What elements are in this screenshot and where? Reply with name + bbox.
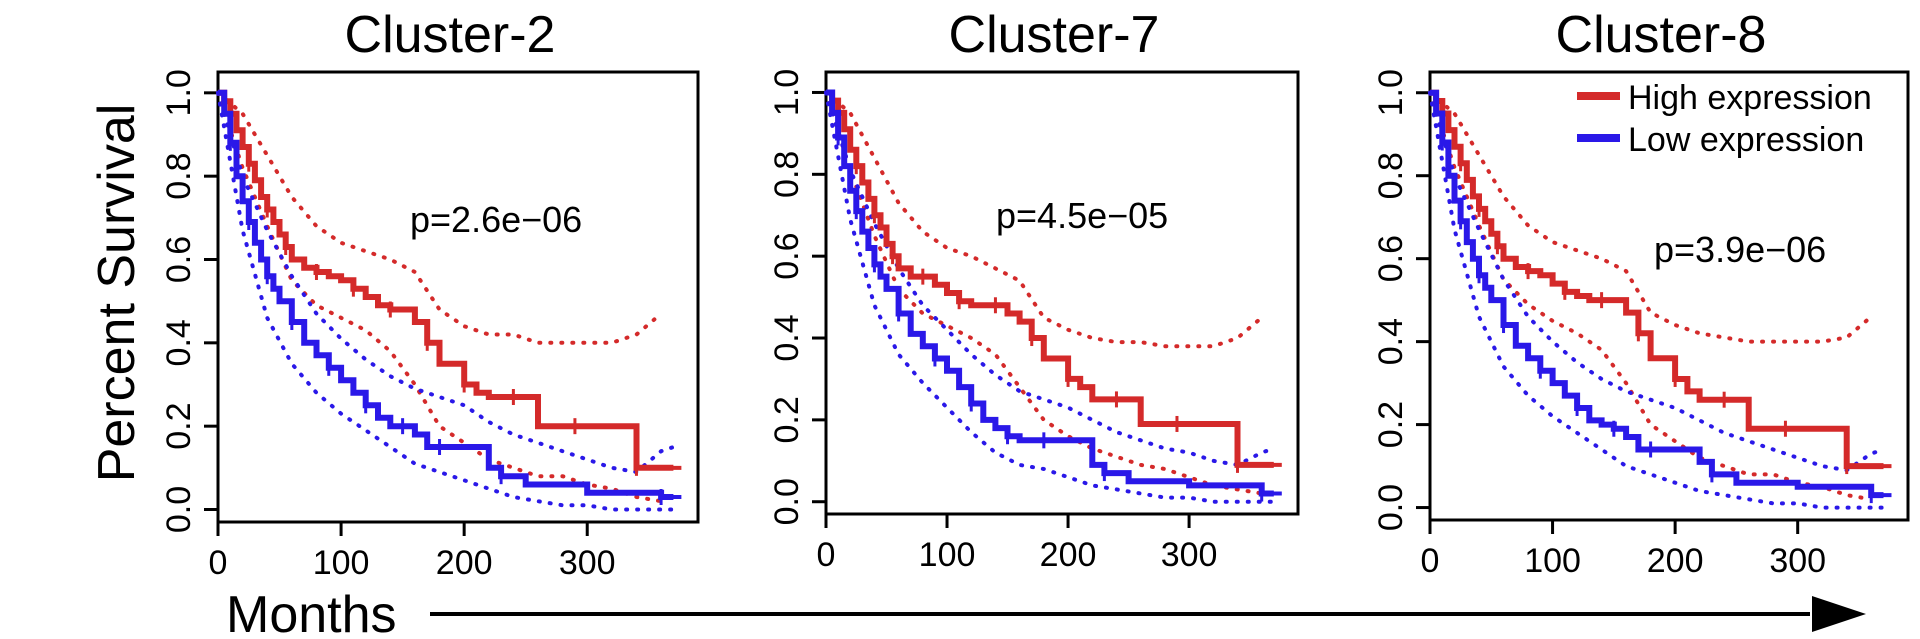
y-tick-label: 0.8 [768,151,806,198]
y-tick-label: 0.6 [768,233,806,280]
y-tick-label: 0.0 [768,478,806,525]
survival-curve-low [826,89,1274,497]
plot-frame [1428,70,1910,522]
x-tick-label: 300 [559,544,616,582]
survival-curve-high [218,89,674,471]
panels: Cluster-2 0 100 200 300 0.0 0.2 0.4 0.6 0.8 1.0 p=2… [160,6,1910,582]
x-tick-label: 100 [313,544,370,582]
plot-frame [824,70,1300,516]
y-tick-label: 0.8 [1372,152,1410,199]
ci-lower-low [824,90,1276,504]
p-value: p=4.5e−05 [996,195,1168,236]
legend-high-label: High expression [1628,79,1872,117]
y-tick-label: 0.8 [160,153,198,200]
panel-title: Cluster-8 [1556,6,1767,64]
x-tick-label: 300 [1769,542,1826,580]
ci-upper-high [824,90,1264,349]
y-axis-label: Percent Survival [88,104,146,483]
panel-cluster-8: Cluster-8 0 100 200 300 0.0 0.2 0.4 0.6 0.8 1.0 p=3… [1372,6,1910,580]
panel-cluster-2: Cluster-2 0 100 200 300 0.0 0.2 0.4 0.6 0.8 1.0 p=2… [160,6,700,582]
x-tick-label: 0 [209,544,228,582]
x-tick-label: 0 [817,536,836,574]
y-tick-label: 0.0 [1372,484,1410,531]
ci-upper-high [216,90,664,345]
x-tick-label: 300 [1161,536,1218,574]
y-tick-label: 1.0 [160,69,198,116]
y-tick-label: 0.0 [160,486,198,533]
ci-upper-high [1428,90,1874,344]
x-tick-label: 0 [1421,542,1440,580]
ci-upper-low [824,90,1276,467]
y-tick-label: 0.4 [160,319,198,366]
survival-curve-high [826,89,1274,468]
ci-upper-low [216,90,676,475]
y-tick-label: 0.4 [1372,318,1410,365]
x-tick-label: 100 [1524,542,1581,580]
y-tick-label: 0.4 [768,314,806,361]
x-axis-label: Months [226,586,397,639]
y-tick-label: 0.2 [768,396,806,443]
survival-curve-low [1430,89,1884,499]
ci-upper-low [1428,90,1886,473]
y-tick-label: 0.2 [1372,401,1410,448]
panel-cluster-7: Cluster-7 0 100 200 300 0.0 0.2 0.4 0.6 0.8 1.0 p=4… [768,6,1300,574]
y-tick-label: 0.2 [160,403,198,450]
months-arrow-head [1812,596,1866,632]
x-tick-label: 100 [919,536,976,574]
y-tick-label: 1.0 [768,69,806,116]
survival-curve-high [1430,89,1884,470]
y-tick-label: 0.6 [160,236,198,283]
x-tick-label: 200 [436,544,493,582]
p-value: p=3.9e−06 [1654,229,1826,270]
legend-low-label: Low expression [1628,121,1864,159]
panel-title: Cluster-2 [345,6,556,64]
y-tick-label: 1.0 [1372,69,1410,116]
plot-frame [216,70,700,524]
panel-title: Cluster-7 [949,6,1160,64]
survival-curve-low [218,89,674,500]
ci-lower-low [1428,90,1886,510]
y-tick-label: 0.6 [1372,235,1410,282]
p-value: p=2.6e−06 [410,199,582,240]
x-tick-label: 200 [1647,542,1704,580]
x-tick-label: 200 [1040,536,1097,574]
legend: High expression Low expression [1577,79,1872,159]
